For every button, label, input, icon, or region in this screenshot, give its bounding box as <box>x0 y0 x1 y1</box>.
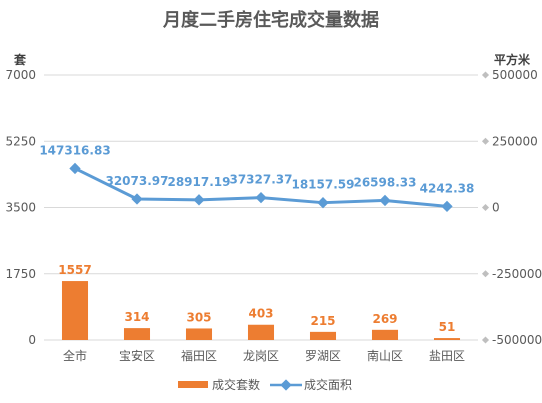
right-tick-marker <box>481 137 490 145</box>
line-point <box>131 193 143 205</box>
right-tick-marker <box>481 203 490 212</box>
bar-data-label: 305 <box>186 310 211 324</box>
bar-data-label: 403 <box>248 307 273 321</box>
line-data-label: 28917.19 <box>167 175 230 189</box>
bar <box>185 328 213 340</box>
line-data-label: 147316.83 <box>39 143 110 157</box>
category-label: 南山区 <box>367 348 403 363</box>
category-label: 罗湖区 <box>305 348 341 363</box>
chart-title: 月度二手房住宅成交量数据 <box>162 9 379 31</box>
bar <box>433 338 461 340</box>
bar-data-label: 215 <box>310 314 335 328</box>
right-tick-label: 500000 <box>492 68 538 82</box>
category-label: 龙岗区 <box>243 349 279 363</box>
category-label: 全市 <box>63 348 87 363</box>
line-point <box>317 197 329 209</box>
line-data-label: 26598.33 <box>353 175 416 189</box>
legend-bar-swatch <box>178 381 208 388</box>
left-tick-label: 0 <box>28 333 36 347</box>
right-tick-label: 250000 <box>492 134 538 148</box>
gridlines <box>44 74 478 341</box>
right-axis-ticks: -500000 -250000 0 250000 500000 <box>481 68 542 347</box>
bar-data-label: 1557 <box>58 263 91 277</box>
right-axis-unit: 平方米 <box>494 52 531 67</box>
line-data-label: 18157.59 <box>291 178 354 192</box>
bar <box>61 281 89 340</box>
line-point <box>255 191 267 204</box>
line-data-label: 4242.38 <box>420 181 475 195</box>
bar-data-label: 51 <box>439 320 456 334</box>
line-point <box>69 162 81 175</box>
category-label: 福田区 <box>181 348 217 363</box>
left-tick-label: 5250 <box>5 134 36 148</box>
category-label: 宝安区 <box>119 348 155 363</box>
bar-data-label: 269 <box>372 312 397 326</box>
right-tick-label: -500000 <box>492 333 542 347</box>
legend-line-label: 成交面积 <box>304 377 352 392</box>
line-data-label: 32073.97 <box>105 174 168 188</box>
right-tick-label: -250000 <box>492 267 542 281</box>
category-labels: 全市 宝安区 福田区 龙岗区 罗湖区 南山区 盐田区 <box>63 348 465 363</box>
left-tick-label: 1750 <box>5 267 36 281</box>
bar-series: 1557 314 305 403 215 269 51 <box>58 263 461 340</box>
bar-data-label: 314 <box>124 310 149 324</box>
left-axis-unit: 套 <box>13 52 27 67</box>
line-point <box>193 194 205 206</box>
legend-line-marker <box>280 379 292 391</box>
bar <box>371 329 399 340</box>
left-tick-label: 7000 <box>5 68 36 82</box>
bar <box>247 324 275 340</box>
right-tick-marker <box>481 336 490 344</box>
line-series: 147316.83 32073.9728917.1937327.3718157.5… <box>39 143 475 213</box>
left-tick-label: 3500 <box>5 201 36 215</box>
left-axis-ticks: 0 1750 3500 5250 7000 <box>5 68 36 347</box>
right-tick-marker <box>481 270 490 278</box>
right-tick-label: 0 <box>492 201 500 215</box>
category-label: 盐田区 <box>429 349 465 363</box>
bar <box>123 328 151 340</box>
bar <box>309 331 337 340</box>
legend-bar-label: 成交套数 <box>212 377 260 392</box>
line-data-label: 37327.37 <box>229 173 292 187</box>
legend: 成交套数 成交面积 <box>178 377 352 392</box>
right-tick-marker <box>481 71 490 79</box>
line-point <box>441 200 453 213</box>
line-point <box>379 194 391 207</box>
